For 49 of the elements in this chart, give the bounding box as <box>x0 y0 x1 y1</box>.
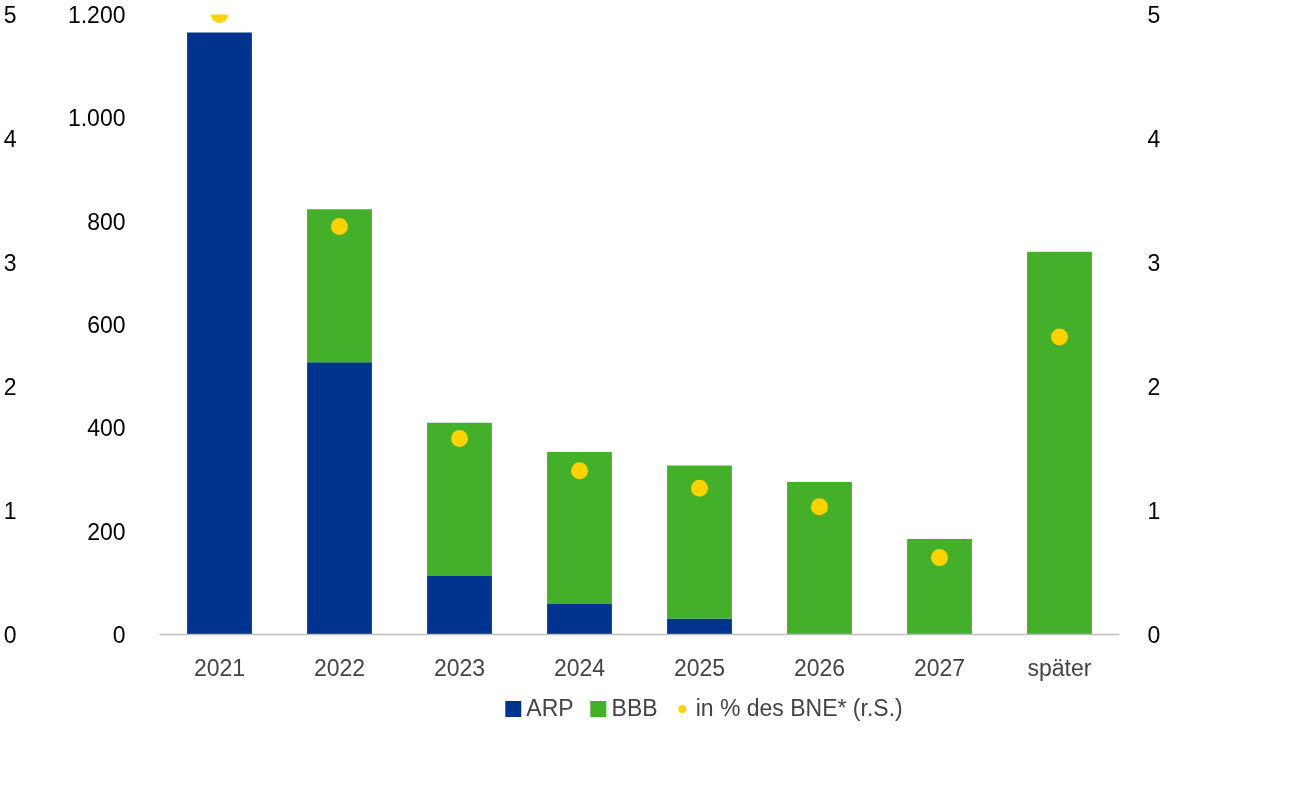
x-tick-label: 2021 <box>193 654 246 681</box>
bar <box>907 538 972 635</box>
point <box>691 479 708 497</box>
y2-tick-label: 4 <box>1147 126 1161 152</box>
bar <box>307 209 372 363</box>
y2-tick-label: 5 <box>1147 2 1161 28</box>
y3-tick-label: 3 <box>3 250 17 276</box>
point <box>811 498 828 516</box>
legend-label: BBB <box>611 694 658 722</box>
x-tick-label: 2027 <box>913 654 966 681</box>
bar <box>547 604 612 635</box>
y2-tick-label: 2 <box>1147 374 1161 400</box>
point <box>571 462 588 480</box>
y-tick-label: 400 <box>87 415 126 442</box>
y3-tick-label: 0 <box>3 622 17 648</box>
bar <box>667 465 732 619</box>
y-tick-label: 600 <box>87 312 126 338</box>
point <box>931 549 948 567</box>
y3-tick-label: 2 <box>3 374 17 400</box>
y3-tick-label: 5 <box>3 2 17 28</box>
y-tick-label: 0 <box>112 622 126 648</box>
bar <box>307 362 372 635</box>
y3-tick-label: 1 <box>3 498 17 524</box>
bar <box>1027 251 1092 635</box>
y-tick-label: 1.200 <box>67 2 126 28</box>
y2-tick-label: 1 <box>1147 498 1161 524</box>
y2-tick-label: 0 <box>1147 622 1161 648</box>
y-tick-label: 1.000 <box>67 105 126 132</box>
bar <box>787 482 852 635</box>
legend-label: in % des BNE* (r.S.) <box>695 694 903 722</box>
y3-tick-label: 4 <box>3 126 17 152</box>
y-tick-label: 200 <box>87 518 126 545</box>
x-tick-label: 2024 <box>553 654 606 681</box>
x-tick-label: später <box>1027 654 1092 681</box>
bar <box>427 422 492 577</box>
bar <box>667 618 732 635</box>
point <box>1051 328 1068 346</box>
x-tick-label: 2025 <box>673 654 726 681</box>
point <box>331 218 348 236</box>
bar <box>187 32 252 635</box>
y-tick-label: 800 <box>87 208 126 235</box>
y2-tick-label: 3 <box>1147 250 1161 276</box>
point <box>451 430 468 448</box>
bar <box>427 576 492 635</box>
x-tick-label: 2023 <box>433 654 486 681</box>
x-tick-label: 2026 <box>793 654 846 681</box>
bar <box>547 452 612 605</box>
legend-label: ARP <box>526 694 574 722</box>
x-tick-label: 2022 <box>313 654 366 681</box>
